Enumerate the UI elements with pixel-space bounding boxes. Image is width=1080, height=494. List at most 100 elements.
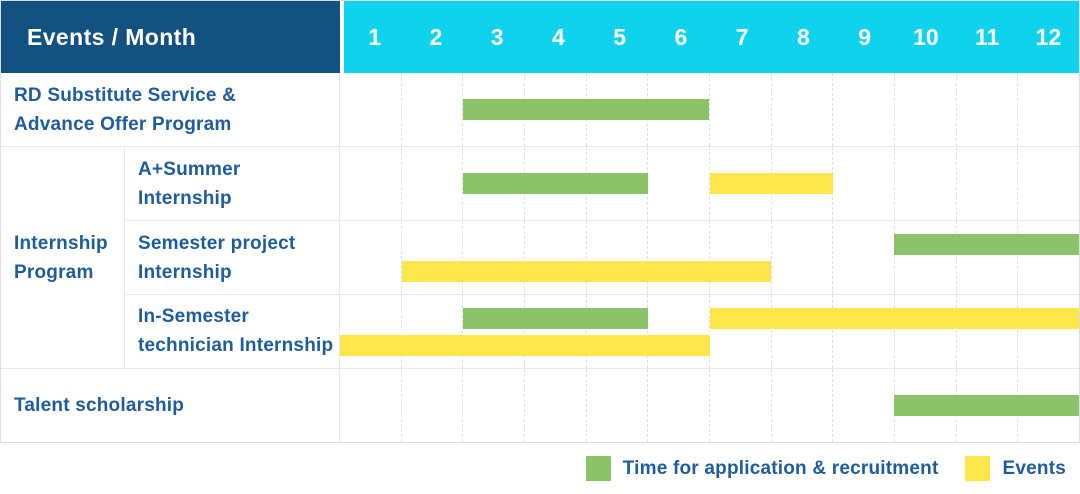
gantt-body: RD Substitute Service & Advance Offer Pr…	[1, 73, 1079, 443]
table-header-row: Events / Month 1 2 3 4 5 6 7 8 9 10 11 12	[1, 1, 1079, 73]
gantt-track	[340, 221, 1079, 294]
month-grid-cell	[710, 73, 772, 147]
gantt-row: In-Semester technician Internship	[125, 294, 1079, 368]
events-month-header-cell: Events / Month	[1, 1, 340, 73]
row-label: RD Substitute Service & Advance Offer Pr…	[1, 73, 340, 147]
gantt-track	[340, 73, 1079, 147]
month-grid-cell	[957, 221, 1019, 294]
month-grid-cell	[648, 368, 711, 443]
month-grid-cell	[340, 368, 402, 443]
month-grid-cell	[587, 368, 649, 443]
legend-label: Time for application & recruitment	[622, 457, 939, 479]
month-header-cell: 3	[490, 23, 504, 50]
month-grid-cell	[340, 221, 402, 294]
month-grid-cell	[710, 368, 772, 443]
month-grid-cell	[587, 294, 649, 368]
month-grid-cell	[1018, 221, 1079, 294]
month-grid-cell	[340, 73, 402, 147]
legend: Time for application & recruitment Events	[0, 443, 1080, 494]
month-header-cell: 2	[429, 23, 443, 50]
month-header-cell: 10	[913, 23, 939, 50]
month-grid-cell	[525, 368, 587, 443]
group-label: Internship Program	[1, 147, 125, 368]
bar-event	[709, 173, 833, 195]
month-grid-cell	[833, 147, 896, 221]
month-header-cell: 7	[735, 23, 749, 50]
month-header-cell: 12	[1035, 23, 1062, 50]
month-grid-cell	[525, 221, 587, 294]
month-grid-cell	[402, 73, 464, 147]
gantt-track	[340, 147, 1079, 221]
gantt-track	[340, 368, 1079, 443]
month-grid-cell	[710, 294, 772, 368]
month-grid-cell	[340, 147, 402, 221]
gantt-row: RD Substitute Service & Advance Offer Pr…	[1, 73, 1079, 148]
row-label: A+Summer Internship	[125, 147, 340, 221]
gantt-row: Talent scholarship	[1, 368, 1079, 443]
month-grid-cell	[340, 294, 402, 368]
month-grid-cell	[1018, 295, 1079, 368]
month-grid-cell	[463, 294, 526, 368]
month-grid-cell	[957, 147, 1019, 221]
group-subrows: A+Summer Internship Semester project Inte…	[125, 147, 1079, 368]
month-grid-cell	[772, 147, 834, 221]
legend-label: Events	[1002, 457, 1066, 479]
bar-event	[401, 261, 772, 283]
month-header-cell: 1	[368, 23, 382, 50]
month-grid-cell	[402, 147, 464, 221]
month-grid-cell	[710, 221, 772, 294]
month-grid-cell	[402, 294, 464, 368]
month-grid-cell	[895, 73, 957, 147]
bar-application-recruitment	[894, 394, 1079, 416]
gantt-row-group: Internship Program A+Summer Internship Sem…	[1, 147, 1079, 369]
month-header-cell: 8	[796, 23, 810, 50]
month-grid-cell	[587, 221, 649, 294]
month-grid-cell	[957, 294, 1019, 368]
month-grid-cell	[772, 73, 834, 147]
gantt-table: Events / Month 1 2 3 4 5 6 7 8 9 10 11 12 RD Substi…	[0, 0, 1080, 443]
gantt-row: A+Summer Internship	[125, 147, 1079, 222]
month-grid-cell	[833, 368, 896, 443]
bar-application-recruitment	[463, 307, 648, 329]
month-grid-cell	[895, 147, 957, 221]
legend-item-application-recruitment: Time for application & recruitment	[585, 456, 939, 481]
month-grid-cell	[772, 368, 834, 443]
month-grid-cell	[1018, 147, 1079, 220]
month-grid-cell	[648, 294, 711, 368]
month-grid-cell	[463, 368, 526, 443]
events-month-header-label: Events / Month	[27, 23, 197, 50]
gantt-track	[340, 294, 1079, 368]
month-grid-cell	[895, 221, 957, 294]
legend-swatch-green	[585, 456, 611, 481]
month-grid-cell	[402, 221, 464, 294]
month-grid-cell	[833, 294, 896, 368]
month-grid-cell	[402, 368, 464, 443]
month-grid-cell	[895, 294, 957, 368]
month-header-strip: 1 2 3 4 5 6 7 8 9 10 11 12	[340, 1, 1079, 73]
bar-application-recruitment	[463, 99, 710, 121]
bar-event	[340, 334, 710, 356]
month-grid-cell	[1018, 73, 1079, 146]
row-label: In-Semester technician Internship	[125, 294, 340, 368]
row-label: Semester project Internship	[125, 221, 340, 294]
month-grid-cell	[772, 294, 834, 368]
month-header-cell: 6	[674, 23, 688, 50]
month-grid-cell	[957, 73, 1019, 147]
month-grid-cell	[463, 221, 526, 294]
month-grid-cell	[833, 221, 896, 294]
month-grid-cell	[648, 147, 711, 221]
legend-item-events: Events	[965, 456, 1066, 481]
gantt-row: Semester project Internship	[125, 221, 1079, 295]
bar-application-recruitment	[463, 173, 648, 195]
month-grid-cell	[648, 221, 711, 294]
month-header-cell: 4	[551, 23, 565, 50]
month-grid-cell	[833, 73, 896, 147]
bar-event	[709, 307, 1079, 329]
month-header-cell: 5	[613, 23, 627, 50]
month-grid-cell	[648, 73, 711, 147]
month-header-cell: 11	[974, 23, 1000, 50]
month-header-cell: 9	[858, 23, 872, 50]
month-grid-cell	[525, 294, 587, 368]
bar-application-recruitment	[894, 234, 1079, 256]
